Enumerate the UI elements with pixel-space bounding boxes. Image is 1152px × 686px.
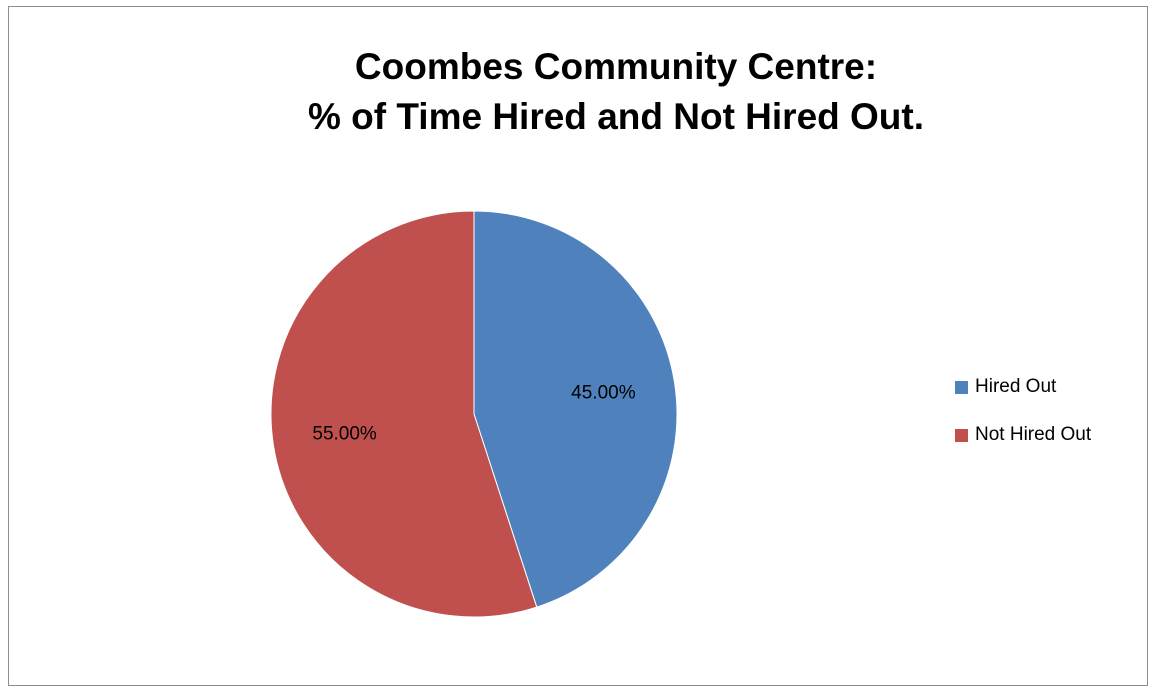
chart-title-line-2: % of Time Hired and Not Hired Out. bbox=[307, 96, 925, 137]
legend-item-hired-out: Hired Out bbox=[955, 376, 1091, 398]
data-label-hired-out: 45.00% bbox=[571, 383, 636, 404]
legend-swatch-not-hired-out bbox=[955, 428, 968, 442]
legend-item-not-hired-out: Not Hired Out bbox=[955, 424, 1091, 446]
pie-slice-hired-out bbox=[473, 210, 678, 608]
chart-title: Coombes Community Centre: % of Time Hire… bbox=[0, 42, 1152, 142]
data-label-not-hired-out: 55.00% bbox=[312, 424, 377, 445]
chart-title-line-1: Coombes Community Centre: bbox=[354, 46, 878, 87]
legend-label-not-hired-out: Not Hired Out bbox=[975, 424, 1092, 445]
legend: Hired Out Not Hired Out bbox=[955, 376, 1091, 472]
legend-swatch-hired-out bbox=[955, 380, 968, 394]
pie-slice-not-hired-out bbox=[270, 210, 538, 618]
legend-label-hired-out: Hired Out bbox=[975, 376, 1057, 397]
